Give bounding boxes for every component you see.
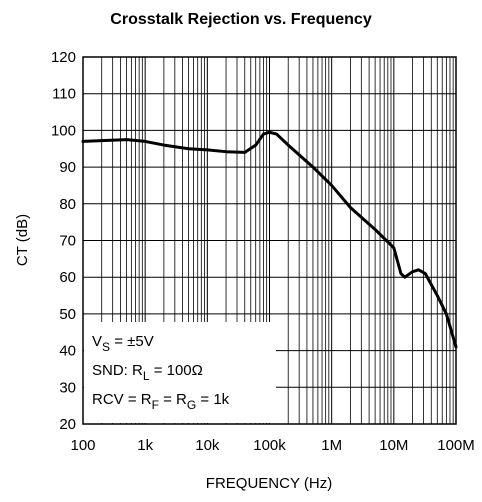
x-tick-label: 100	[70, 437, 95, 454]
chart-title: Crosstalk Rejection vs. Frequency	[110, 11, 372, 28]
annotation-text: = 100Ω	[150, 362, 203, 379]
x-tick-label: 1M	[321, 437, 342, 454]
annotation-text: = R	[159, 391, 187, 408]
annotation: VS = ±5V SND: RL = 100Ω RCV = RF = RG = 1k	[84, 322, 276, 423]
x-tick-label: 10M	[379, 437, 408, 454]
annotation-text: RCV = R	[92, 391, 152, 408]
y-axis-label: CT (dB)	[14, 214, 31, 266]
x-tick-label: 1k	[137, 437, 153, 454]
annotation-text: S	[102, 340, 110, 354]
data-line	[81, 130, 458, 349]
annotation-text: L	[143, 369, 150, 383]
annotation-line: RCV = RF = RG = 1k	[92, 391, 230, 412]
annotation-text: F	[152, 398, 159, 412]
y-tick-label: 120	[51, 49, 76, 66]
annotation-text: = 1k	[196, 391, 229, 408]
y-tick-label: 50	[59, 306, 76, 323]
y-tick-label: 60	[59, 269, 76, 286]
y-tick-label: 80	[59, 196, 76, 213]
y-tick-label: 70	[59, 233, 76, 250]
annotation-text: SND: R	[92, 362, 143, 379]
x-axis-label: FREQUENCY (Hz)	[206, 475, 332, 492]
y-tick-label: 100	[51, 122, 76, 139]
x-tick-label: 10k	[195, 437, 220, 454]
x-tick-label: 100M	[437, 437, 475, 454]
annotation-line: SND: RL = 100Ω	[92, 362, 203, 383]
plot-frame	[82, 56, 457, 425]
y-tick-label: 30	[59, 379, 76, 396]
annotation-box	[84, 322, 276, 423]
annotation-text: = ±5V	[110, 333, 154, 350]
y-tick-label: 90	[59, 159, 76, 176]
annotation-line: VS = ±5V	[92, 333, 154, 354]
y-tick-label: 40	[59, 343, 76, 360]
y-tick-label: 110	[52, 86, 76, 103]
annotation-text: G	[187, 398, 196, 412]
y-tick-label: 20	[59, 416, 76, 433]
annotation-text: V	[92, 333, 102, 350]
x-tick-label: 100k	[253, 437, 286, 454]
